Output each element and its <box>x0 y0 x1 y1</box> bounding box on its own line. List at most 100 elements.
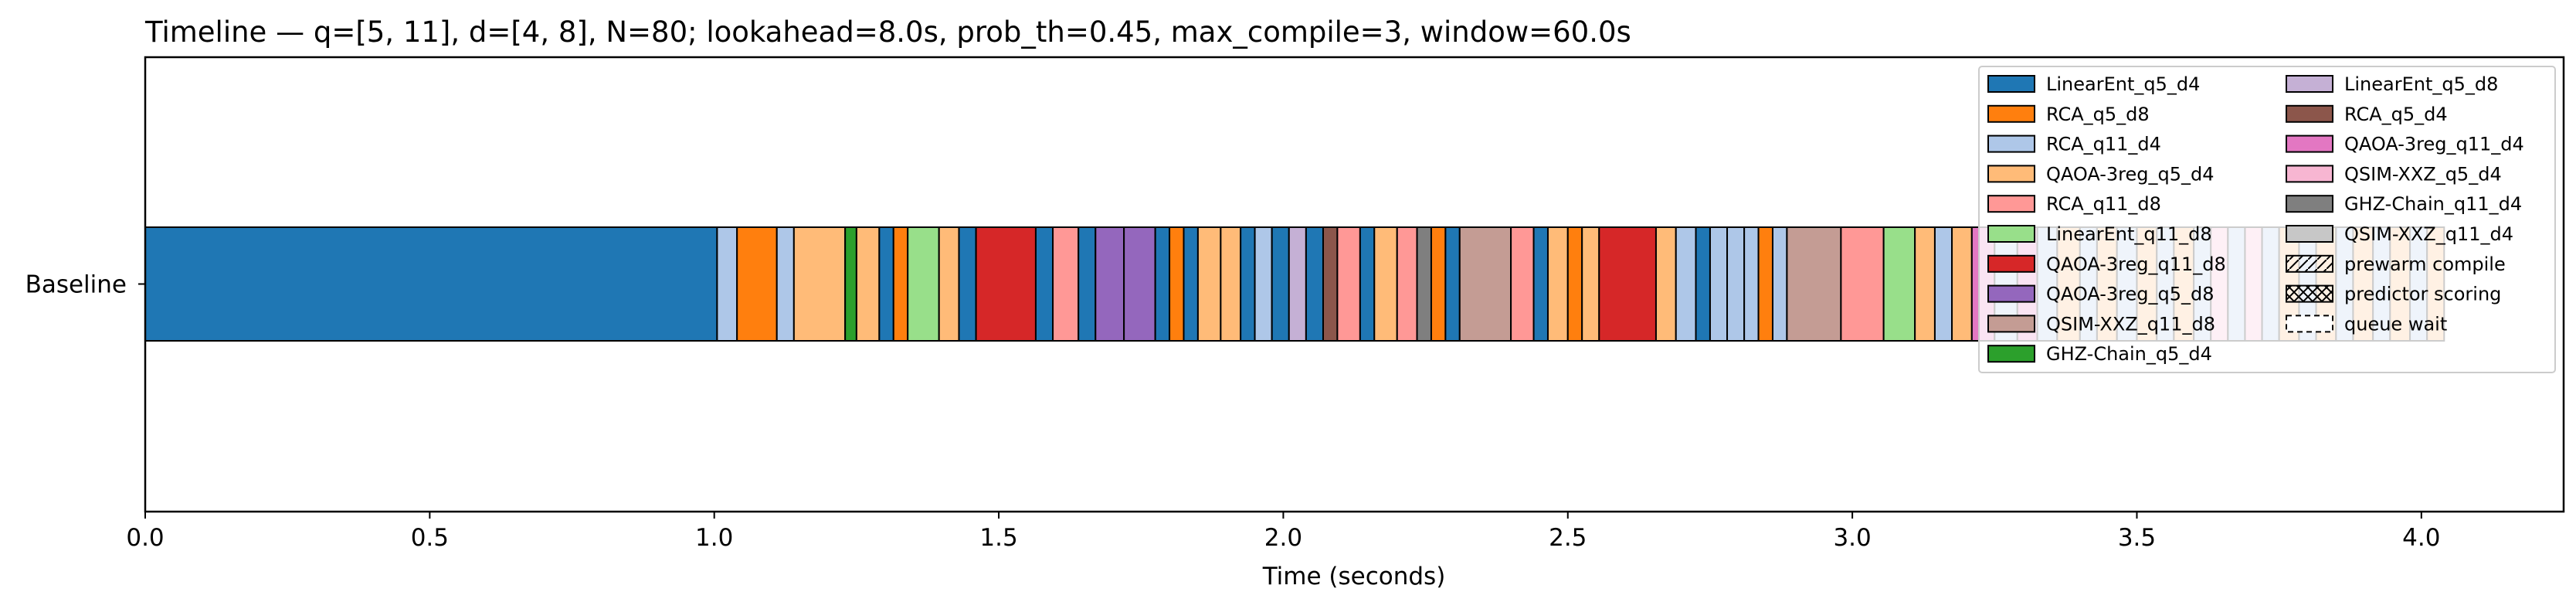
legend-swatch <box>2286 284 2333 303</box>
bar-segment <box>1566 226 1583 342</box>
legend-label: RCA_q5_d8 <box>2046 104 2150 125</box>
legend-swatch <box>2286 225 2333 243</box>
bar-segment <box>1196 226 1222 342</box>
bar-segment <box>1220 226 1242 342</box>
x-tick-label: 0.5 <box>411 524 449 552</box>
legend-label: predictor scoring <box>2344 284 2501 305</box>
legend-label: queue wait <box>2344 313 2447 335</box>
bar-segment <box>1757 226 1773 342</box>
bar-segment <box>1598 226 1657 342</box>
legend-label: QSIM-XXZ_q5_d4 <box>2344 163 2502 185</box>
legend-label: QAOA-3reg_q5_d8 <box>2046 284 2215 305</box>
bar-segment <box>1882 226 1916 342</box>
bar-segment <box>1240 226 1256 342</box>
bar-segment <box>1271 226 1290 342</box>
y-tick-label: Baseline <box>25 271 127 299</box>
x-axis-ticks: 0.0 0.5 1.0 1.5 2.0 2.5 3.0 3.5 4.0 <box>126 512 2440 552</box>
y-axis-ticks: Baseline <box>25 271 145 299</box>
x-tick-label: 2.5 <box>1549 524 1587 552</box>
bar-segment <box>1695 226 1711 342</box>
legend-swatch <box>1987 134 2035 153</box>
legend-label: RCA_q5_d4 <box>2344 104 2448 125</box>
legend-swatch <box>1987 315 2035 333</box>
legend-label: RCA_q11_d4 <box>2046 134 2161 155</box>
bar-segment <box>1396 226 1418 342</box>
x-tick-label: 4.0 <box>2402 524 2440 552</box>
legend-label: LinearEnt_q5_d8 <box>2344 73 2498 95</box>
legend-swatch <box>2286 165 2333 183</box>
bar-segment <box>892 226 909 342</box>
bar-segment <box>1532 226 1549 342</box>
bar-segment <box>1726 226 1746 342</box>
legend-swatch <box>1987 284 2035 303</box>
bar-segment <box>1933 226 1953 342</box>
x-tick-label: 0.0 <box>126 524 164 552</box>
legend-label: GHZ-Chain_q5_d4 <box>2046 343 2212 365</box>
bar-segment <box>1430 226 1447 342</box>
bar-segment <box>1169 226 1185 342</box>
bar-segment <box>1675 226 1697 342</box>
bar-segment <box>1078 226 1097 342</box>
bar-segment <box>1052 226 1080 342</box>
bar-segment <box>1034 226 1054 342</box>
bar-segment <box>1771 226 1788 342</box>
bar-segment <box>1786 226 1842 342</box>
bar-segment <box>1581 226 1600 342</box>
legend-swatch <box>1987 104 2035 123</box>
bar-segment <box>878 226 894 342</box>
legend-swatch <box>1987 195 2035 213</box>
x-tick-label: 1.5 <box>979 524 1017 552</box>
x-tick-label: 1.0 <box>695 524 733 552</box>
bar-segment <box>975 226 1037 342</box>
legend-label: GHZ-Chain_q11_d4 <box>2344 193 2522 215</box>
bar-segment <box>958 226 977 342</box>
x-tick-label: 3.0 <box>1833 524 1871 552</box>
legend-label: prewarm compile <box>2344 253 2506 275</box>
bar-segment <box>1373 226 1398 342</box>
bar-segment <box>716 226 738 342</box>
x-tick-label: 3.5 <box>2118 524 2156 552</box>
legend-label: QAOA-3reg_q11_d4 <box>2344 134 2524 155</box>
legend-label: QAOA-3reg_q11_d8 <box>2046 253 2226 275</box>
bar-segment <box>1458 226 1512 342</box>
legend-swatch <box>1987 165 2035 183</box>
x-axis-label: Time (seconds) <box>1262 563 1446 590</box>
bar-segment <box>1951 226 1973 342</box>
bar-segment <box>1743 226 1760 342</box>
bar-segment <box>1655 226 1677 342</box>
bar-segment <box>938 226 960 342</box>
bar-segment <box>1336 226 1361 342</box>
legend-swatch <box>2286 315 2333 333</box>
bar-segment <box>144 226 718 342</box>
bar-segment <box>1840 226 1885 342</box>
bar-segment <box>792 226 847 342</box>
legend-label: LinearEnt_q11_d8 <box>2046 223 2212 245</box>
bar-segment <box>844 226 857 342</box>
legend-label: RCA_q11_d8 <box>2046 193 2161 215</box>
chart-title: Timeline — q=[5, 11], d=[4, 8], N=80; lo… <box>144 15 1631 49</box>
bar-segment <box>1444 226 1461 342</box>
bar-segment <box>907 226 940 342</box>
legend-swatch <box>1987 75 2035 93</box>
legend-label: QSIM-XXZ_q11_d4 <box>2344 223 2513 245</box>
bar-segment <box>1123 226 1156 342</box>
bar-segment <box>1914 226 1936 342</box>
bar-segment <box>1510 226 1535 342</box>
bar-segment <box>1416 226 1432 342</box>
legend-swatch <box>1987 225 2035 243</box>
legend-swatch <box>2286 104 2333 123</box>
bar-segment <box>1095 226 1125 342</box>
legend-label: QAOA-3reg_q5_d4 <box>2046 163 2215 185</box>
bar-segment <box>776 226 795 342</box>
legend-label: QSIM-XXZ_q11_d8 <box>2046 313 2215 335</box>
bar-segment <box>1305 226 1324 342</box>
legend-swatch <box>2286 254 2333 273</box>
bar-segment <box>736 226 778 342</box>
legend: LinearEnt_q5_d4 RCA_q5_d8 RCA_q11_d4 QAOA-3… <box>1978 66 2556 373</box>
bar-segment <box>1288 226 1307 342</box>
bar-segment <box>1709 226 1729 342</box>
bar-segment <box>1254 226 1273 342</box>
legend-box <box>1978 66 2556 373</box>
legend-label: LinearEnt_q5_d4 <box>2046 73 2200 95</box>
